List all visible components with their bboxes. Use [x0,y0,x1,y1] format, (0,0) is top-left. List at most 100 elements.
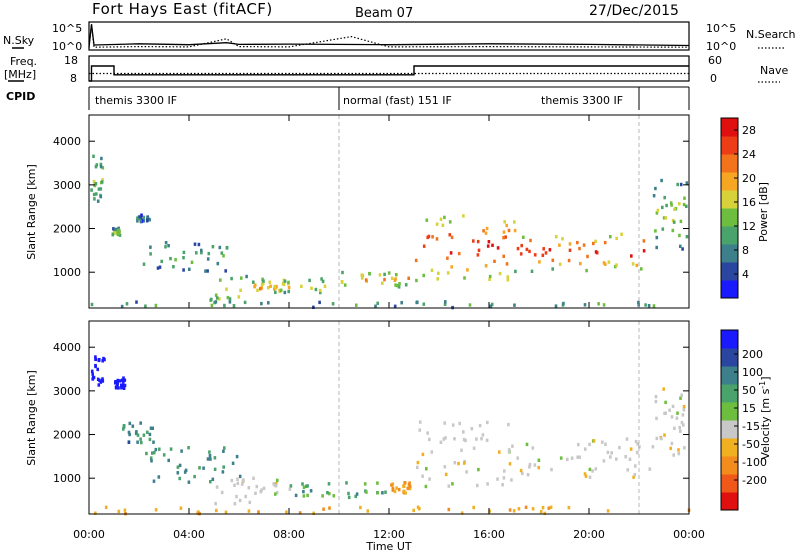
data-cell [218,297,221,301]
data-cell [283,279,287,283]
data-cell [636,442,640,446]
data-cell [444,436,447,440]
data-cell [682,408,686,412]
colorbar-swatch [721,262,738,281]
data-cell [394,283,397,287]
velocity-panel: 1000 2000 3000 4000 Slant Range [km] 200 100… [25,320,772,553]
data-cell [670,441,674,446]
data-cell [576,240,579,245]
data-cell [663,433,666,437]
ytick-label: 4000 [53,341,81,354]
data-cell [235,454,239,459]
data-cell [327,482,331,486]
data-cell [451,423,455,427]
data-cell [415,300,418,305]
data-cell [638,445,641,449]
data-cell [531,446,535,450]
data-cell [288,487,292,491]
data-cell [176,465,180,469]
colorbar-tick-label: -50 [742,438,760,451]
data-cell [256,288,259,292]
data-cell [208,454,212,458]
data-cell [226,295,230,300]
data-cell [260,282,264,287]
data-cell [462,214,465,218]
data-cell [414,258,418,263]
data-cell [475,437,478,441]
data-cell [673,426,676,430]
data-cell [465,470,468,474]
data-cell [503,220,506,224]
data-cell [184,468,188,472]
data-cell [213,456,217,460]
data-cell [140,213,143,217]
data-cell [390,483,393,487]
data-cell [609,235,612,239]
data-cell [113,231,116,235]
data-cell [228,297,232,301]
data-cell [665,203,668,208]
data-cell [602,459,606,463]
colorbar-swatch [721,438,738,457]
data-cell [206,457,210,461]
data-cell [120,383,123,387]
data-cell [257,510,260,514]
data-cell [635,263,639,268]
data-cell [628,457,632,461]
data-cell [448,220,452,224]
data-cell [528,465,531,469]
data-cell [402,489,406,493]
data-cell [95,192,98,196]
data-cell [252,476,255,480]
data-cell [125,302,129,306]
data-cell [312,511,315,515]
colorbar-swatch [721,348,738,367]
data-cell [463,276,466,280]
data-cell [507,448,511,452]
data-cell [652,304,656,308]
data-cell [443,465,447,469]
data-cell [289,484,293,488]
data-cell [654,399,658,404]
data-cell [664,216,668,220]
data-cell [491,243,494,247]
data-cell [631,262,635,266]
data-cell [537,458,541,462]
data-cell [594,250,598,254]
data-cell [682,202,686,207]
data-cell [588,442,591,447]
colorbar-tick-label: 15 [742,402,756,415]
data-cell [604,442,607,446]
data-cell [113,227,117,232]
data-cell [232,304,236,308]
data-cell [112,227,115,231]
data-cell [332,494,336,498]
data-cell [241,478,245,482]
colorbar-tick-label: 16 [742,196,756,209]
data-cell [127,440,131,444]
data-cell [142,219,145,223]
data-cell [568,242,572,246]
data-cell [302,485,306,489]
data-cell [664,400,667,405]
data-cell [328,491,331,496]
data-cell [533,463,537,467]
data-cell [187,446,190,450]
data-cell [91,372,94,376]
data-cell [436,277,439,281]
data-cell [149,426,153,430]
data-cell [345,481,348,485]
colorbar-swatch [721,384,738,403]
data-cell [606,509,610,513]
data-cell [625,437,629,441]
data-cell [662,387,665,391]
data-cell [677,448,680,452]
data-cell [123,383,127,388]
data-cell [490,302,494,307]
cpid-panel: CPID themis 3300 IF normal (fast) 151 IF t… [6,86,690,110]
data-cell [101,379,105,383]
data-cell [260,301,263,306]
data-cell [662,216,666,220]
noise-right-tick-top: 10^5 [706,22,736,35]
data-cell [245,274,248,279]
